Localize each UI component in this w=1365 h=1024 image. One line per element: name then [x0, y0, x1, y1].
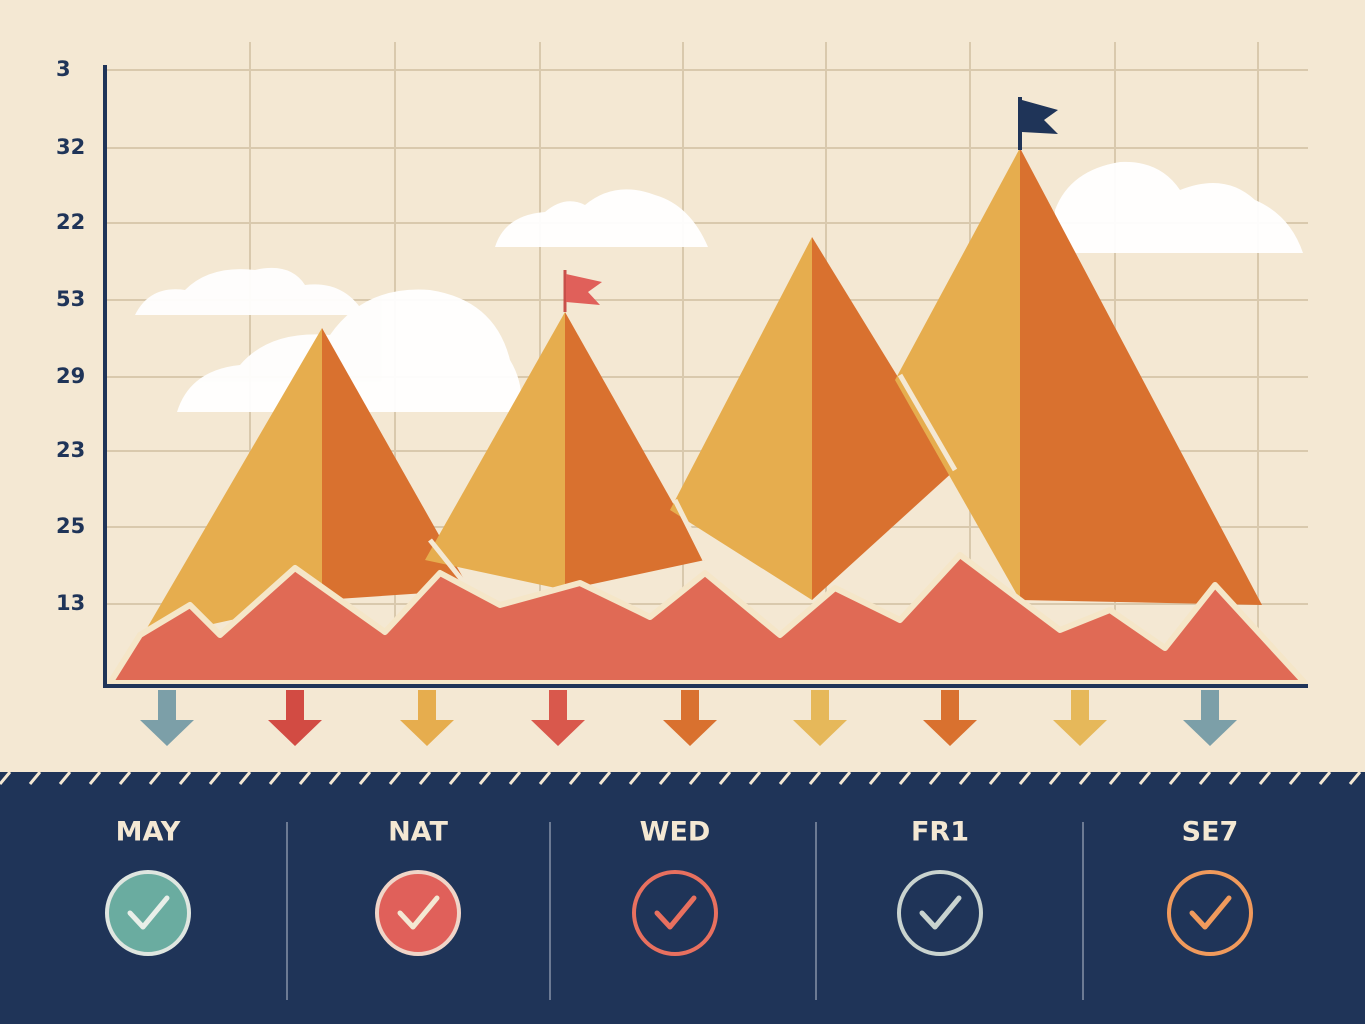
hatch-mark [988, 771, 1002, 785]
y-label: 3 [56, 57, 71, 81]
check-mark [127, 895, 170, 930]
day-label: MAY [116, 817, 181, 848]
hatch-mark [748, 771, 762, 785]
red-area [107, 552, 1308, 686]
bottom-band [0, 772, 1365, 1024]
arrow [1053, 690, 1107, 746]
hatch-mark [178, 771, 192, 785]
check-mark [654, 895, 697, 930]
hatch-mark [1288, 771, 1302, 785]
hatch-mark [418, 771, 432, 785]
check-circle [632, 870, 718, 956]
hatch-mark [1048, 771, 1062, 785]
clouds [135, 161, 1303, 412]
hatch-mark [658, 771, 672, 785]
check-circle [1167, 870, 1253, 956]
hatch-mark [1078, 771, 1092, 785]
hatch-mark [478, 771, 492, 785]
days: MAY NAT WED FR1 SE7 [105, 817, 1253, 1000]
hatch-mark [328, 771, 342, 785]
day-label: SE7 [1182, 817, 1239, 848]
hatch-mark [1138, 771, 1152, 785]
hatch-mark [1258, 771, 1272, 785]
check-mark [919, 895, 962, 930]
day-label: NAT [388, 817, 448, 848]
hatch-mark [118, 771, 132, 785]
check-circle [375, 870, 461, 956]
hatch-mark [148, 771, 162, 785]
check-circle [105, 870, 191, 956]
arrow [663, 690, 717, 746]
arrows [140, 690, 1237, 746]
hatch-mark [1348, 771, 1362, 785]
check-circle [897, 870, 983, 956]
hatch-mark [838, 771, 852, 785]
y-label: 23 [56, 438, 85, 462]
hatch-mark [298, 771, 312, 785]
arrow [793, 690, 847, 746]
arrow [268, 690, 322, 746]
hatch-mark [388, 771, 402, 785]
hatch-mark [0, 771, 12, 785]
y-label: 22 [56, 210, 85, 234]
y-label: 29 [56, 364, 85, 388]
hatch-mark [628, 771, 642, 785]
flags [563, 97, 1058, 312]
hatch-mark [1228, 771, 1242, 785]
y-label: 25 [56, 514, 85, 538]
hatch-mark [508, 771, 522, 785]
day-label: WED [640, 817, 711, 848]
hatch-mark [898, 771, 912, 785]
arrow [1183, 690, 1237, 746]
hatch-mark [568, 771, 582, 785]
hatch [0, 771, 1362, 785]
check-mark [397, 895, 440, 930]
arrow [140, 690, 194, 746]
arrow [923, 690, 977, 746]
arrow [400, 690, 454, 746]
hatch-mark [448, 771, 462, 785]
y-label: 32 [56, 135, 85, 159]
hatch-mark [808, 771, 822, 785]
hatch-mark [1018, 771, 1032, 785]
hatch-mark [928, 771, 942, 785]
y-label: 53 [56, 287, 85, 311]
mountains [140, 148, 1262, 640]
hatch-mark [868, 771, 882, 785]
hatch-mark [88, 771, 102, 785]
hatch-mark [268, 771, 282, 785]
day-label: FR1 [911, 817, 969, 848]
hatch-mark [958, 771, 972, 785]
hatch-mark [1108, 771, 1122, 785]
hatch-mark [1318, 771, 1332, 785]
hatch-mark [28, 771, 42, 785]
y-labels: 3 32 22 53 29 23 25 13 [56, 57, 85, 615]
hatch-mark [598, 771, 612, 785]
hatch-mark [1198, 771, 1212, 785]
hatch-mark [58, 771, 72, 785]
hatch-mark [778, 771, 792, 785]
hatch-mark [358, 771, 372, 785]
hatch-mark [208, 771, 222, 785]
arrow [531, 690, 585, 746]
hatch-mark [1168, 771, 1182, 785]
y-label: 13 [56, 591, 85, 615]
hatch-mark [688, 771, 702, 785]
hatch-mark [718, 771, 732, 785]
hatch-mark [538, 771, 552, 785]
hatch-mark [238, 771, 252, 785]
check-mark [1189, 895, 1232, 930]
